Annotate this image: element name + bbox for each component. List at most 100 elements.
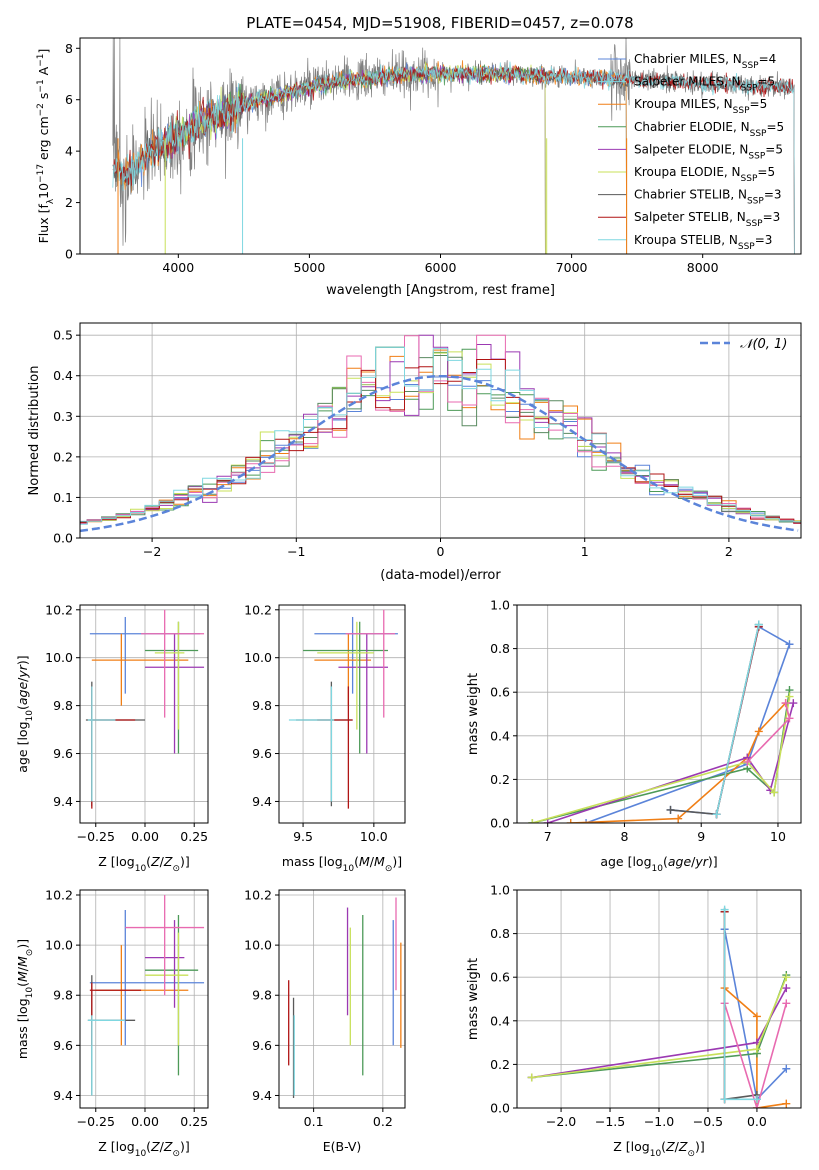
x-tick-label: 2: [725, 544, 733, 559]
weight-marker: [781, 699, 790, 708]
x-tick-label: −0.25: [77, 1114, 115, 1129]
weight-marker: [789, 699, 798, 708]
y-tick-label: 4: [65, 144, 73, 159]
legend-entry: Salpeter STELIB, NSSP=3: [634, 210, 780, 229]
model-series-line: [112, 65, 795, 254]
y-tick-label: 8: [65, 41, 73, 56]
panel-mass-vs-EBV: 0.1 0.2 9.4 9.6 9.8 10.0 10.2 E(B-V): [244, 888, 406, 1154]
y-tick-label: 10.0: [244, 938, 272, 953]
x-tick-label: −2.0: [546, 1114, 576, 1129]
y-tick-label: 9.8: [252, 988, 272, 1003]
y-tick-label: 9.4: [252, 1088, 272, 1103]
x-tick-label: 0.1: [304, 1114, 324, 1129]
x-tick-label: 6000: [425, 260, 457, 275]
x-tick-label: 10: [770, 829, 786, 844]
x-axis-label: Z [log10(Z/Z⊙)]: [613, 1139, 705, 1159]
x-tick-label: 10.0: [360, 829, 388, 844]
y-tick-label: 0.4: [490, 728, 510, 743]
x-tick-label: 0: [437, 544, 445, 559]
y-tick-label: 0.2: [490, 772, 510, 787]
weight-marker: [782, 973, 791, 982]
y-tick-label: 0.0: [490, 816, 510, 831]
y-tick-label: 9.8: [53, 988, 73, 1003]
weight-series-line: [532, 696, 791, 823]
y-tick-label: 6: [65, 92, 73, 107]
axes-border: [79, 604, 209, 824]
x-tick-label: −0.25: [77, 829, 115, 844]
axes-frame: 9.5 10.0 9.4 9.6 9.8 10.0 10.2 mass [log10(M/M⊙…: [244, 602, 406, 874]
x-tick-label: 7000: [556, 260, 588, 275]
x-axis-label: wavelength [Angstrom, rest frame]: [326, 283, 555, 298]
y-axis-label: mass weight: [466, 673, 481, 755]
x-tick-label: 8000: [687, 260, 719, 275]
panel-age-vs-Z: −0.25 0.00 0.25 9.4 9.6 9.8 10.0 10.2 Z [log10(Z…: [15, 602, 209, 874]
weight-marker: [785, 640, 794, 649]
x-tick-label: −1.0: [644, 1114, 674, 1129]
y-tick-label: 10.0: [45, 938, 73, 953]
x-tick-label: 8: [620, 829, 628, 844]
y-tick-label: 0.8: [490, 926, 510, 941]
y-tick-label: 0.4: [53, 368, 73, 383]
y-tick-label: 0.8: [490, 641, 510, 656]
y-axis-label: age [log10(age/yr)]: [15, 655, 35, 772]
y-tick-label: 9.6: [53, 746, 73, 761]
weight-marker: [720, 1095, 729, 1104]
weight-marker: [752, 1104, 761, 1108]
weight-series-line: [585, 625, 791, 823]
legend-entry: 𝒩(0, 1): [740, 337, 787, 352]
axes-frame: −2.0 −1.5 −1.0 −0.5 0.0 0.0 0.2 0.4 0.6 0.8 1.0 Z […: [466, 883, 802, 1159]
y-tick-label: 9.8: [252, 698, 272, 713]
reference-gaussian-line: [80, 374, 799, 533]
y-axis-label: Normed distribution: [27, 366, 42, 496]
axes-frame: 0.1 0.2 9.4 9.6 9.8 10.0 10.2 E(B-V): [244, 888, 406, 1154]
weight-marker: [712, 810, 721, 819]
weight-marker: [752, 1045, 761, 1054]
y-axis-label: Flux [fλ10−17 erg cm−2 s−1 A−1]: [36, 49, 56, 244]
weight-marker: [782, 999, 791, 1008]
x-axis-label: mass [log10(M/M⊙)]: [282, 854, 402, 874]
x-tick-label: −0.5: [693, 1114, 723, 1129]
x-axis-label: E(B-V): [323, 1139, 362, 1154]
legend-entry: Chabrier STELIB, NSSP=3: [634, 188, 782, 207]
y-tick-label: 0.1: [53, 490, 73, 505]
weight-series-line: [532, 689, 791, 823]
legend-entry: Kroupa MILES, NSSP=5: [634, 97, 767, 116]
plot-area: [527, 905, 791, 1108]
legend-entry: Salpeter ELODIE, NSSP=5: [634, 142, 783, 161]
weight-marker: [752, 1095, 761, 1104]
x-tick-label: −2: [143, 544, 161, 559]
y-tick-label: 1.0: [490, 598, 510, 613]
x-axis-label: Z [log10(Z/Z⊙)]: [98, 1139, 190, 1159]
weight-marker: [528, 819, 537, 823]
y-tick-label: 0.6: [490, 970, 510, 985]
x-tick-label: 0.25: [180, 829, 208, 844]
y-tick-label: 0.2: [490, 1057, 510, 1072]
y-axis-label: mass weight: [466, 958, 481, 1040]
weight-marker: [674, 814, 683, 823]
panel-residuals: −2 −1 0 1 2 0.0 0.1 0.2 0.3 0.4 0.5 𝒩(0, 1) (data-mo…: [27, 322, 802, 583]
x-tick-label: 0.00: [131, 1114, 159, 1129]
panel-age-vs-mass: 9.5 10.0 9.4 9.6 9.8 10.0 10.2 mass [log10(M/M⊙…: [244, 602, 406, 874]
axes-border: [516, 604, 802, 824]
legend-entry: Salpeter MILES, NSSP=5: [634, 75, 775, 94]
legend-entry: Kroupa ELODIE, NSSP=5: [634, 165, 775, 184]
axes-border: [278, 604, 406, 824]
plot-area: [85, 609, 205, 809]
x-tick-label: 5000: [294, 260, 326, 275]
x-tick-label: 0.2: [373, 1114, 393, 1129]
panel-mass-vs-Z: −0.25 0.00 0.25 9.4 9.6 9.8 10.0 10.2 Z [log10(Z…: [15, 888, 209, 1159]
axes-border: [278, 889, 406, 1109]
x-tick-label: 9.5: [293, 829, 313, 844]
weight-marker: [782, 1064, 791, 1073]
y-tick-label: 9.4: [53, 794, 73, 809]
weight-marker: [720, 905, 729, 914]
y-tick-label: 10.2: [45, 888, 73, 903]
y-axis-label: mass [log10(M/M⊙)]: [15, 939, 35, 1059]
weight-marker: [785, 714, 794, 723]
y-tick-label: 2: [65, 195, 73, 210]
weight-series-line: [715, 624, 760, 815]
panel-spectrum: 4000 5000 6000 7000 8000 0 2 4 6 8 wavelength [Ang…: [36, 37, 802, 298]
weight-marker: [754, 620, 763, 629]
legend-entry: Chabrier ELODIE, NSSP=5: [634, 120, 784, 139]
axes-border: [79, 889, 209, 1109]
